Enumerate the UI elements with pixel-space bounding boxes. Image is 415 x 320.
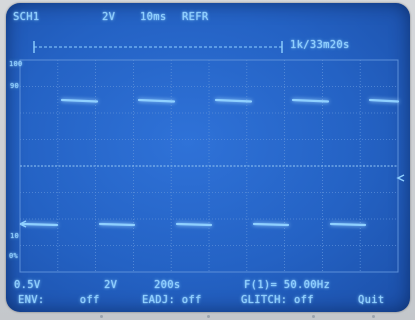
volts-per-div-label: 2V (102, 11, 116, 23)
softkey-env-label: ENV: (18, 294, 45, 306)
softkey-button-4[interactable] (372, 315, 375, 318)
softkey-eadj-label: EADJ: (142, 294, 176, 306)
square-wave-trace (21, 98, 400, 227)
softkey-quit[interactable]: Quit (358, 294, 385, 306)
softkey-glitch[interactable]: GLITCH: off (241, 294, 314, 306)
softkey-glitch-value: off (293, 294, 314, 306)
graticule (19, 59, 399, 273)
channel-label: SCH1 (13, 11, 40, 23)
time-readout: 200s (154, 279, 181, 291)
scale-marker-90: 90 (10, 82, 20, 90)
softkey-eadj-value: off (181, 294, 202, 306)
waveform-display (19, 41, 405, 273)
waveform-path (21, 98, 400, 227)
trigger-level-arrow-icon (396, 174, 405, 182)
softkey-button-2[interactable] (207, 315, 210, 318)
softkey-env[interactable]: ENV: off (18, 294, 100, 306)
volts-readout: 2V (104, 279, 118, 291)
scale-marker-0: 0% (9, 252, 19, 260)
record-length-label: 1k/33m20s (290, 39, 350, 51)
ground-level-arrow-icon (19, 220, 27, 228)
mode-label: REFR (182, 11, 209, 23)
frequency-readout: F(1)= 50.00Hz (244, 279, 331, 291)
softkey-eadj[interactable]: EADJ: off (142, 294, 202, 306)
scale-marker-10: 10 (10, 232, 20, 240)
time-per-div-label: 10ms (140, 11, 167, 23)
scale-marker-100: 100 (9, 60, 23, 68)
softkey-glitch-label: GLITCH: (241, 294, 288, 306)
trace-markers (19, 41, 405, 228)
offset-readout: 0.5V (14, 279, 41, 291)
softkey-button-1[interactable] (100, 315, 103, 318)
softkey-env-value: off (79, 294, 100, 306)
oscilloscope-screen: SCH1 2V 10ms REFR 1k/33m20s 100 90 10 0%… (6, 3, 410, 312)
softkey-button-3[interactable] (312, 315, 315, 318)
